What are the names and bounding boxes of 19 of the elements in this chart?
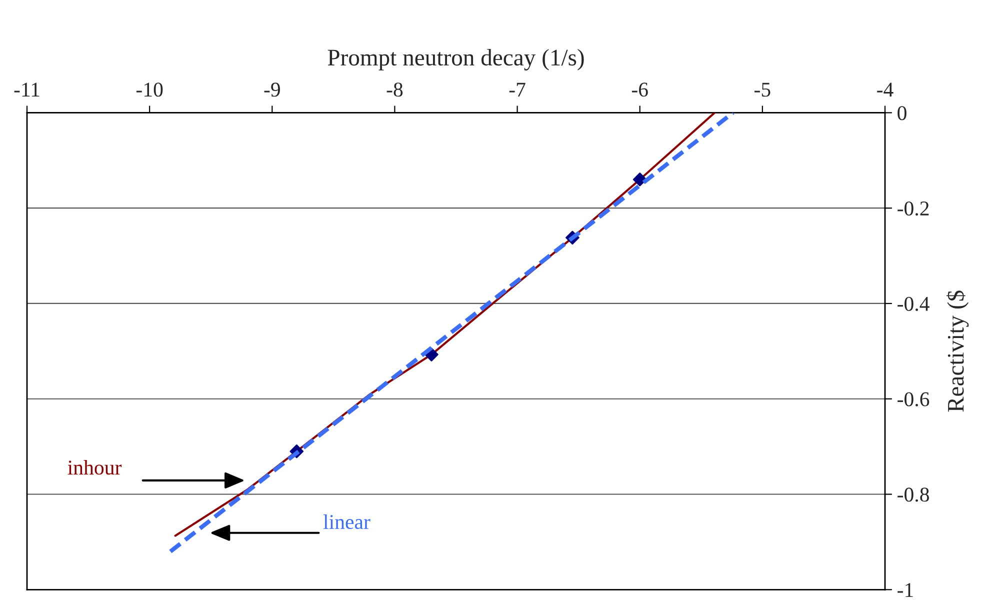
- y-tick-label: -0.8: [898, 488, 929, 502]
- y-tick-label: -0.4: [898, 296, 930, 312]
- x-tick-label: -8: [386, 82, 403, 97]
- x-tick-label: -10: [136, 82, 163, 97]
- y-axis-title: Reactivity ($: [946, 290, 969, 412]
- point: [632, 172, 647, 186]
- y-tick-label: 0: [898, 106, 906, 120]
- x-tick-label: -5: [754, 82, 770, 97]
- annotation: linear: [323, 514, 370, 530]
- x-tick-label: -6: [632, 82, 648, 97]
- y-tick-label: -0.2: [898, 201, 929, 216]
- x-tick-label: -7: [509, 82, 526, 96]
- x-axis-title: Prompt neutron decay (1/s): [328, 48, 584, 70]
- x-tick-label: -11: [14, 82, 40, 96]
- annotation: inhour: [68, 460, 122, 475]
- y-tick-label: -0.6: [898, 392, 930, 406]
- x-tick-label: -9: [264, 82, 280, 97]
- x-tick-label: -4: [877, 82, 894, 96]
- y-tick-label: -1: [898, 583, 913, 597]
